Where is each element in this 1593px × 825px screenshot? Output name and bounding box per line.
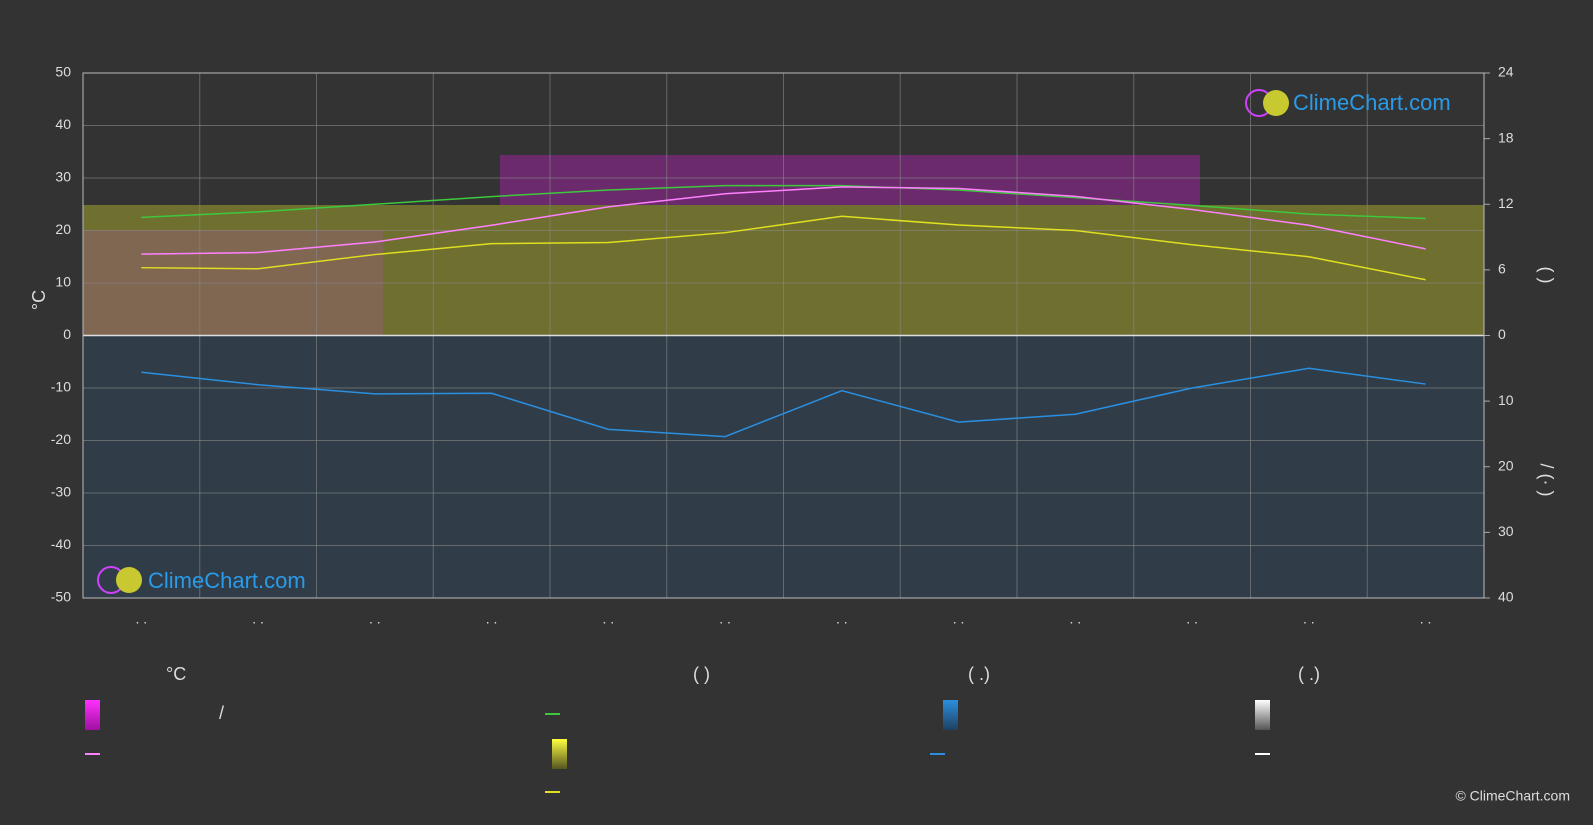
logo-icon: [1263, 90, 1289, 116]
x-tick-label: . .: [719, 611, 731, 627]
legend-swatch: [1255, 700, 1270, 730]
legend-header: °C: [166, 664, 186, 684]
x-tick-label: . .: [603, 611, 615, 627]
series-line: [141, 186, 1426, 255]
y-tick-label: 20: [55, 221, 71, 237]
y3-tick-label: 40: [1498, 589, 1514, 605]
legend-header: ( .): [968, 664, 990, 684]
x-tick-label: . .: [369, 611, 381, 627]
x-tick-label: . .: [136, 611, 148, 627]
y-tick-label: 40: [55, 116, 71, 132]
y3-tick-label: 30: [1498, 523, 1514, 539]
logo-icon: [116, 567, 142, 593]
y-tick-label: -40: [51, 536, 71, 552]
y3-tick-label: 20: [1498, 457, 1514, 473]
legend-swatch: [85, 700, 100, 730]
legend-header: ( .): [1298, 664, 1320, 684]
y2-tick-label: 24: [1498, 64, 1514, 80]
y2-tick-label: 0: [1498, 326, 1506, 342]
logo-text: ClimeChart.com: [148, 568, 306, 593]
y2-axis-label: ( ): [1536, 267, 1556, 284]
series-line: [141, 367, 1426, 438]
x-tick-label: . .: [836, 611, 848, 627]
x-tick-label: . .: [486, 611, 498, 627]
y-tick-label: 30: [55, 169, 71, 185]
y-tick-label: 0: [63, 326, 71, 342]
y-tick-label: 10: [55, 274, 71, 290]
legend-swatch: [552, 739, 567, 769]
y2-tick-label: 18: [1498, 129, 1514, 145]
series-line: [141, 215, 1426, 281]
logo-text: ClimeChart.com: [1293, 90, 1451, 115]
series-line: [141, 184, 1426, 220]
x-tick-label: . .: [1070, 611, 1082, 627]
plot: -50 -40 -30 -20 -10 0 10 20 30 40 50 0 6 12 18 24 10 20 30…: [51, 64, 1514, 627]
legend-header: ( ): [693, 664, 710, 684]
y3-tick-label: 10: [1498, 392, 1514, 408]
y-tick-label: -20: [51, 431, 71, 447]
copyright: © ClimeChart.com: [1455, 788, 1570, 804]
x-tick-label: . .: [1303, 611, 1315, 627]
y3-axis-label: / (· ): [1536, 464, 1556, 497]
y-tick-label: -10: [51, 379, 71, 395]
plot-frame: [82, 72, 1485, 599]
y-tick-label: -50: [51, 589, 71, 605]
y2-tick-label: 12: [1498, 195, 1514, 211]
y-axis-label: °C: [29, 290, 49, 310]
x-tick-label: . .: [1186, 611, 1198, 627]
x-tick-label: . .: [1420, 611, 1432, 627]
legend-swatch: [943, 700, 958, 730]
legend-text: /: [219, 703, 224, 723]
x-tick-label: . .: [252, 611, 264, 627]
y-tick-label: -30: [51, 484, 71, 500]
y2-tick-label: 6: [1498, 261, 1506, 277]
y-tick-label: 50: [55, 64, 71, 80]
x-tick-label: . .: [953, 611, 965, 627]
